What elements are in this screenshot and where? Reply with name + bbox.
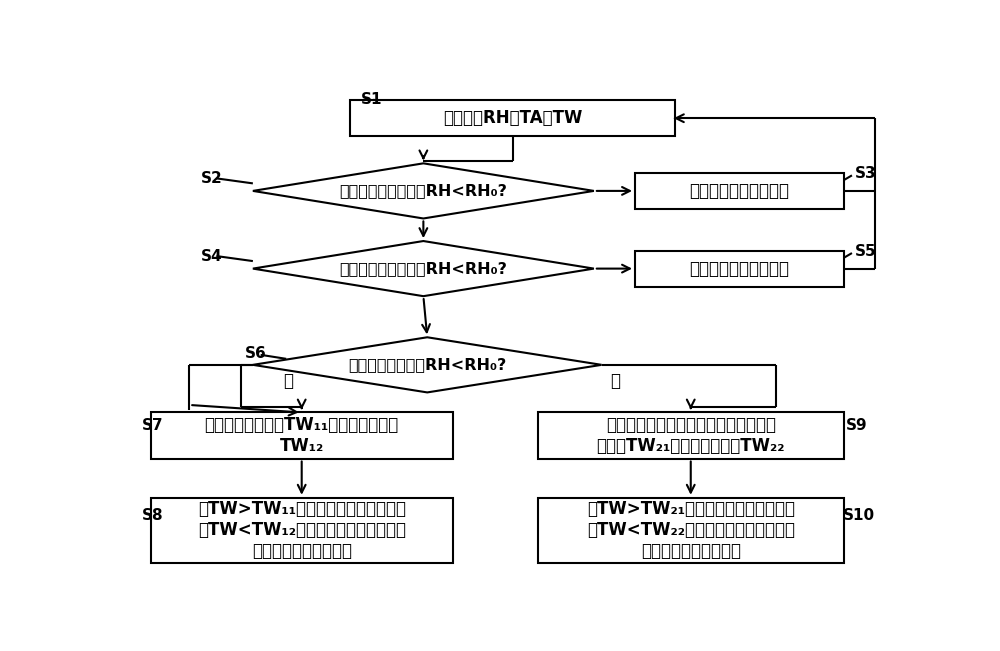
- FancyBboxPatch shape: [538, 497, 844, 563]
- FancyBboxPatch shape: [350, 100, 675, 136]
- Text: 带载运行状态下，RH<RH₀?: 带载运行状态下，RH<RH₀?: [348, 357, 506, 372]
- Text: S4: S4: [201, 249, 223, 264]
- Text: 对功率柜进行加热除湿: 对功率柜进行加热除湿: [690, 260, 790, 277]
- FancyBboxPatch shape: [151, 413, 453, 458]
- Text: S10: S10: [843, 508, 875, 523]
- Text: S7: S7: [142, 418, 164, 433]
- Text: 上电无负载状态下，RH<RH₀?: 上电无负载状态下，RH<RH₀?: [339, 261, 507, 276]
- Polygon shape: [253, 337, 602, 393]
- Text: 对功率柜进行加热除湿: 对功率柜进行加热除湿: [690, 182, 790, 200]
- Text: 是: 是: [283, 372, 293, 391]
- Text: 确定第一启动水温TW₁₁和第一停机水温
TW₁₂: 确定第一启动水温TW₁₁和第一停机水温 TW₁₂: [205, 416, 399, 455]
- FancyBboxPatch shape: [635, 251, 844, 286]
- Text: S2: S2: [201, 171, 223, 186]
- Text: S3: S3: [855, 166, 877, 181]
- Text: 对功率柜进行加热除湿，并确定第二启
动水温TW₂₁和第二停机水温TW₂₂: 对功率柜进行加热除湿，并确定第二启 动水温TW₂₁和第二停机水温TW₂₂: [596, 416, 785, 455]
- Text: S5: S5: [855, 243, 877, 258]
- FancyBboxPatch shape: [538, 413, 844, 458]
- Text: S6: S6: [245, 346, 267, 361]
- Text: S9: S9: [846, 418, 867, 433]
- FancyBboxPatch shape: [635, 173, 844, 209]
- Text: 否: 否: [610, 372, 620, 391]
- Text: 实时获取RH、TA和TW: 实时获取RH、TA和TW: [443, 109, 582, 127]
- Polygon shape: [253, 241, 594, 296]
- FancyBboxPatch shape: [151, 497, 453, 563]
- Text: 当TW>TW₁₁时，生成第一启动指令，
当TW<TW₁₂时，生成第一停机指令，
并将其发送至主控系统: 当TW>TW₁₁时，生成第一启动指令， 当TW<TW₁₂时，生成第一停机指令， …: [198, 501, 406, 560]
- Polygon shape: [253, 163, 594, 219]
- Text: 当TW>TW₂₁时，生成第二启动指令，
当TW<TW₂₂时，生成第二停机指令，
并将其发送至主控系统: 当TW>TW₂₁时，生成第二启动指令， 当TW<TW₂₂时，生成第二停机指令， …: [587, 501, 795, 560]
- Text: S8: S8: [142, 508, 164, 523]
- Text: S1: S1: [361, 92, 383, 107]
- Text: 开机未上电状态下，RH<RH₀?: 开机未上电状态下，RH<RH₀?: [339, 184, 507, 199]
